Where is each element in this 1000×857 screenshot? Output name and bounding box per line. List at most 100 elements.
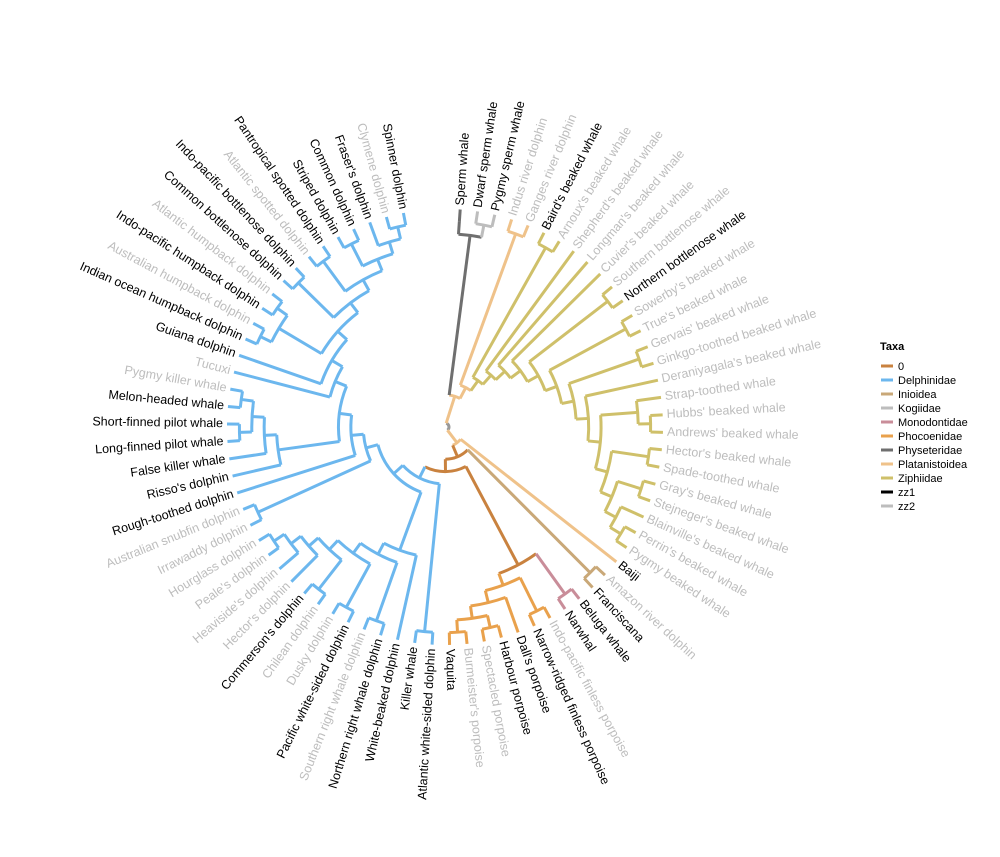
legend-item: zz1 <box>881 487 915 499</box>
branch-segment <box>468 605 474 619</box>
branch-segment <box>537 232 546 245</box>
branch-segment <box>336 236 346 249</box>
branch-segment <box>336 330 348 341</box>
tip-label: Sperm whale <box>453 132 472 206</box>
branch-segment <box>611 449 649 459</box>
branch-segment <box>244 337 258 346</box>
branch-segment <box>481 374 493 386</box>
branch-arc <box>528 360 547 392</box>
branch-segment <box>258 532 271 542</box>
branch-segment <box>227 439 240 443</box>
branch-arc <box>238 391 244 408</box>
branch-arc <box>282 533 300 554</box>
branch-segment <box>509 369 522 380</box>
branch-arc <box>320 311 359 355</box>
legend-items: 0 Delphinidae Inioidea Kogiidae Monodontidae… <box>881 361 968 513</box>
branch-segment <box>430 632 435 645</box>
branch-segment <box>249 518 263 527</box>
tip-label: Andrews' beaked whale <box>667 425 799 442</box>
branch-segment <box>556 597 567 610</box>
branch-segment <box>609 526 622 536</box>
taxa-legend: Taxa 0 Delphinidae Inioidea Kogiidae Monodon… <box>880 341 968 513</box>
branch-segment <box>232 463 282 478</box>
legend-label: Kogiidae <box>898 403 941 415</box>
branch-segment <box>401 212 408 226</box>
tree-branches <box>227 209 663 645</box>
legend-label: Delphinidae <box>898 375 956 387</box>
branch-segment <box>471 246 547 379</box>
branch-arc <box>349 414 357 456</box>
branch-segment <box>331 602 341 615</box>
branch-segment <box>459 438 618 563</box>
branch-segment <box>307 536 320 548</box>
tip-label: Tucuxi <box>193 354 232 377</box>
branch-segment <box>278 327 323 355</box>
branch-segment <box>233 370 331 399</box>
branch-arc <box>250 400 256 433</box>
branch-segment <box>583 577 594 589</box>
legend-label: Physeteridae <box>898 445 962 457</box>
branch-segment <box>646 463 660 469</box>
branch-segment <box>351 542 362 555</box>
tip-label: Vaquita <box>443 649 458 691</box>
branch-arc <box>634 400 640 424</box>
branch-segment <box>413 630 418 644</box>
branch-segment <box>387 241 395 255</box>
branch-segment <box>251 415 265 419</box>
branch-segment <box>229 451 267 461</box>
branch-arc <box>275 434 283 466</box>
branch-segment <box>570 588 581 600</box>
legend-item: Physeteridae <box>881 445 962 457</box>
branch-segment <box>368 221 380 247</box>
branch-segment <box>290 535 302 545</box>
branch-segment <box>641 361 654 369</box>
branch-segment <box>264 433 277 437</box>
branch-arc <box>593 415 603 470</box>
branch-arc <box>332 289 370 319</box>
branch-segment <box>316 593 327 606</box>
branch-segment <box>486 615 492 628</box>
branch-segment <box>261 307 274 317</box>
branch-arc <box>481 624 499 631</box>
branch-segment <box>451 444 459 458</box>
branch-segment <box>376 258 384 272</box>
branch-segment <box>349 243 364 267</box>
branch-segment <box>494 370 506 381</box>
branch-arc <box>315 255 331 268</box>
branch-segment <box>466 448 592 574</box>
branch-arc <box>601 293 614 309</box>
branch-segment <box>480 224 486 238</box>
branch-segment <box>469 379 480 392</box>
legend-label: Platanistoidea <box>898 459 968 471</box>
branch-segment <box>277 440 340 452</box>
branch-segment <box>257 459 372 514</box>
branch-segment <box>617 479 642 491</box>
branch-segment <box>458 386 468 400</box>
branch-segment <box>317 559 343 591</box>
branch-segment <box>444 395 457 424</box>
branch-segment <box>346 610 355 623</box>
branch-segment <box>568 357 640 386</box>
branch-segment <box>620 314 634 324</box>
branch-segment <box>374 561 399 622</box>
branch-arc <box>262 417 268 454</box>
branch-segment <box>271 292 284 303</box>
branch-arc <box>557 587 573 600</box>
branch-segment <box>276 306 289 317</box>
branch-segment <box>395 554 418 641</box>
branch-segment <box>587 439 601 444</box>
branch-segment <box>398 491 423 551</box>
branch-segment <box>490 214 497 228</box>
branch-arc <box>583 395 591 442</box>
branch-segment <box>331 359 344 369</box>
branch-segment <box>484 250 575 372</box>
branch-arc <box>449 630 466 635</box>
branch-segment <box>227 404 241 410</box>
branch-segment <box>362 617 371 630</box>
branch-arc <box>383 541 417 557</box>
branch-arc <box>608 506 623 529</box>
branch-arc <box>615 525 627 542</box>
branch-segment <box>637 495 651 503</box>
branch-arc <box>361 252 394 268</box>
